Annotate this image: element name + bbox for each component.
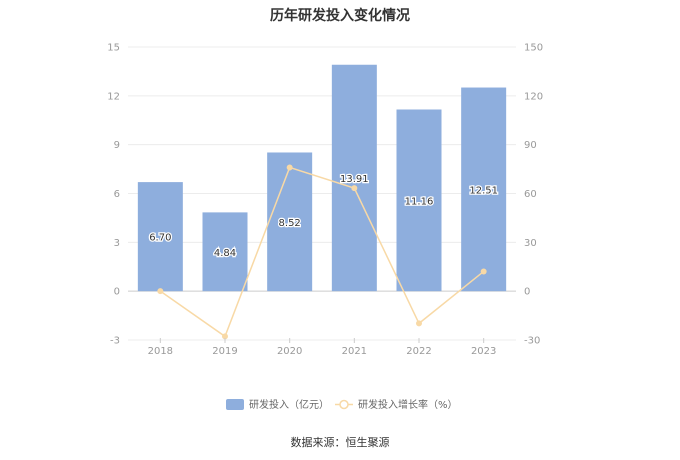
left-tick-label: 3 (114, 238, 120, 249)
right-tick-label: 150 (524, 43, 543, 54)
bar-value-label: 6.70 (149, 233, 171, 244)
chart-title: 历年研发投入变化情况 (270, 7, 410, 24)
line-point (480, 268, 487, 275)
bar (137, 182, 183, 292)
bar-value-label: 12.51 (469, 185, 498, 196)
x-tick-label: 2023 (471, 346, 496, 357)
source-note: 数据来源：恒生聚源 (291, 435, 390, 449)
right-tick-label: 60 (524, 189, 537, 200)
left-tick-label: -3 (110, 336, 120, 347)
legend-item-line[interactable]: 研发投入增长率（%） (335, 398, 458, 411)
bar-value-label: 13.91 (340, 174, 369, 185)
right-y-axis: -30 0 30 60 90 120 150 (524, 43, 543, 347)
left-tick-label: 12 (107, 91, 120, 102)
left-tick-label: 6 (114, 189, 120, 200)
line-series (157, 164, 487, 340)
legend-line-label: 研发投入增长率（%） (358, 398, 458, 411)
grid-lines (128, 46, 516, 341)
legend-bar-swatch (226, 399, 244, 410)
growth-line (159, 166, 485, 338)
line-point (286, 164, 293, 171)
bar (396, 109, 442, 292)
legend-item-bar[interactable]: 研发投入（亿元） (226, 398, 329, 411)
x-tick-label: 2019 (212, 346, 237, 357)
bar-value-label: 8.52 (279, 218, 301, 229)
bar-value-label: 11.16 (405, 196, 434, 207)
right-tick-label: 30 (524, 238, 537, 249)
bar-series (137, 64, 507, 292)
left-tick-label: 0 (114, 287, 120, 298)
line-point (351, 185, 358, 192)
bar (461, 87, 507, 292)
legend-bar-label: 研发投入（亿元） (249, 398, 329, 411)
left-y-axis: -3 0 3 6 9 12 15 (107, 43, 120, 347)
bar (267, 152, 313, 292)
x-tick-label: 2020 (277, 346, 302, 357)
bar (331, 64, 377, 292)
left-tick-label: 15 (107, 43, 120, 54)
legend-line-marker (339, 399, 349, 410)
right-tick-label: 90 (524, 140, 537, 151)
right-tick-label: -30 (524, 336, 540, 347)
x-tick-label: 2021 (342, 346, 367, 357)
right-tick-label: 0 (524, 287, 530, 298)
line-point (416, 320, 422, 327)
left-tick-label: 9 (114, 140, 120, 151)
x-tick-label: 2018 (148, 346, 173, 357)
data-labels: 6.70 4.84 8.52 13.91 11.16 12.51 (148, 173, 499, 260)
x-axis: 2018 2019 2020 2021 2022 2023 (148, 338, 496, 357)
right-tick-label: 120 (524, 91, 543, 102)
x-tick-label: 2022 (406, 346, 431, 357)
line-point (157, 288, 164, 295)
legend[interactable]: 研发投入（亿元） 研发投入增长率（%） (226, 398, 458, 411)
bar-value-label: 4.84 (214, 248, 236, 259)
bar (202, 212, 248, 292)
